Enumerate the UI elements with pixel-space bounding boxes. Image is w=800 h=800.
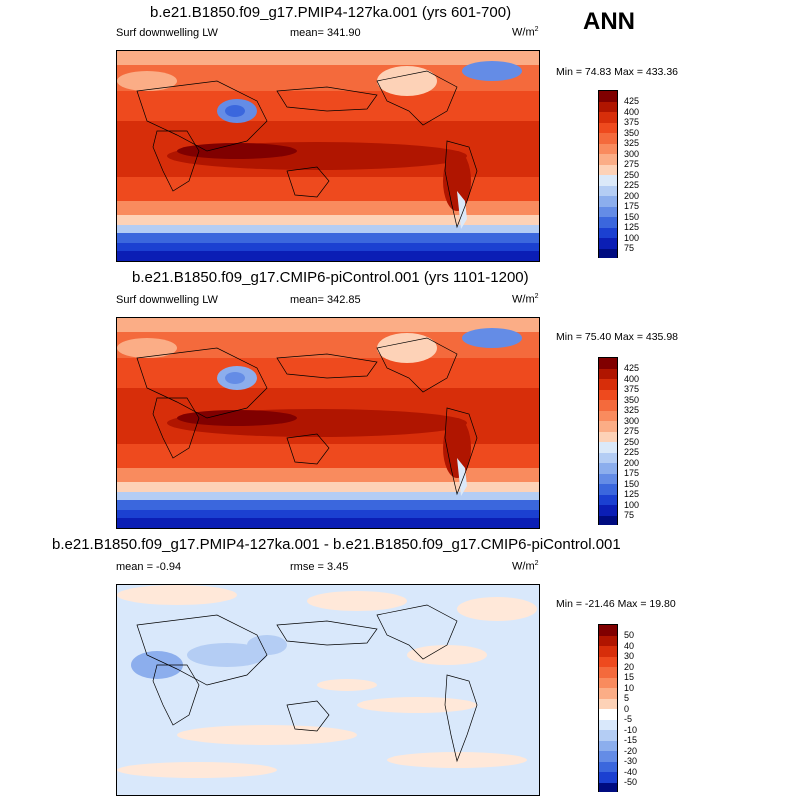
panel-3-rmse-label: rmse = 3.45 xyxy=(290,561,349,573)
colorbar-tick-label: -15 xyxy=(624,735,638,745)
colorbar-tick-label: 15 xyxy=(624,672,635,682)
colorbar-tick-label: 150 xyxy=(624,211,640,222)
panel-1-minmax: Min = 74.83 Max = 433.36 xyxy=(556,66,678,78)
colorbar-tick-label: 225 xyxy=(624,447,640,457)
colorbar-tick-label: 150 xyxy=(624,478,640,489)
panel-2-title: b.e21.B1850.f09_g17.CMIP6-piControl.001 … xyxy=(132,269,529,286)
panel-3-title: b.e21.B1850.f09_g17.PMIP4-127ka.001 - b.… xyxy=(52,536,621,553)
panel-3-colorbar xyxy=(598,624,618,792)
panel-2-colorbar xyxy=(598,357,618,525)
panel-2-minmax: Min = 75.40 Max = 435.98 xyxy=(556,331,678,343)
panel-1-map xyxy=(116,50,540,262)
colorbar-tick-label: 400 xyxy=(624,106,640,117)
panel-3-units: W/m2 xyxy=(512,560,539,573)
colorbar-tick-label: 175 xyxy=(624,468,640,478)
colorbar-tick-label: 200 xyxy=(624,190,640,201)
colorbar-tick-label: 300 xyxy=(624,415,640,426)
colorbar-tick-label: -30 xyxy=(624,756,638,766)
colorbar-tick-label: 250 xyxy=(624,169,640,180)
panel-2-map xyxy=(116,317,540,529)
panel-3-map xyxy=(116,584,540,796)
colorbar-tick-label: 300 xyxy=(624,148,640,159)
panel-3-minmax: Min = -21.46 Max = 19.80 xyxy=(556,598,676,610)
colorbar-tick-label: 200 xyxy=(624,457,640,468)
colorbar-tick-label: 30 xyxy=(624,651,635,661)
panel-2-units: W/m2 xyxy=(512,293,539,306)
colorbar-tick-label: -20 xyxy=(624,745,638,756)
colorbar-tick-label: -5 xyxy=(624,714,633,724)
colorbar-tick-label: 375 xyxy=(624,384,640,394)
panel-1-variable-label: Surf downwelling LW xyxy=(116,27,218,39)
panel-1-title: b.e21.B1850.f09_g17.PMIP4-127ka.001 (yrs… xyxy=(150,4,512,21)
colorbar-tick-label: 0 xyxy=(624,703,630,714)
colorbar-tick-label: 350 xyxy=(624,394,640,405)
colorbar-tick-label: 175 xyxy=(624,201,640,211)
colorbar-tick-label: 375 xyxy=(624,117,640,127)
colorbar-tick-label: 225 xyxy=(624,180,640,190)
colorbar-tick-label: 275 xyxy=(624,426,640,436)
colorbar-tick-label: 10 xyxy=(624,682,635,693)
colorbar-tick-label: 400 xyxy=(624,373,640,384)
colorbar-tick-label: 100 xyxy=(624,499,640,510)
colorbar-tick-label: 325 xyxy=(624,405,640,415)
panel-1-mean-label: mean= 341.90 xyxy=(290,27,361,39)
colorbar-tick-label: 125 xyxy=(624,222,640,232)
colorbar-tick-label: 250 xyxy=(624,436,640,447)
colorbar-tick-label: -50 xyxy=(624,777,638,787)
colorbar-tick-label: 75 xyxy=(624,510,635,520)
panel-2-variable-label: Surf downwelling LW xyxy=(116,294,218,306)
season-label: ANN xyxy=(583,8,635,35)
colorbar-tick-label: 350 xyxy=(624,127,640,138)
colorbar-tick-label: 100 xyxy=(624,232,640,243)
colorbar-tick-label: 425 xyxy=(624,96,640,106)
colorbar-tick-label: 40 xyxy=(624,640,635,651)
colorbar-tick-label: 50 xyxy=(624,630,635,640)
panel-1-colorbar xyxy=(598,90,618,258)
colorbar-tick-label: 5 xyxy=(624,693,630,703)
panel-1-units: W/m2 xyxy=(512,26,539,39)
colorbar-tick-label: -10 xyxy=(624,724,638,735)
colorbar-tick-label: -40 xyxy=(624,766,638,777)
colorbar-tick-label: 275 xyxy=(624,159,640,169)
colorbar-tick-label: 425 xyxy=(624,363,640,373)
colorbar-tick-label: 325 xyxy=(624,138,640,148)
panel-2-mean-label: mean= 342.85 xyxy=(290,294,361,306)
colorbar-tick-label: 20 xyxy=(624,661,635,672)
colorbar-tick-label: 125 xyxy=(624,489,640,499)
colorbar-tick-label: 75 xyxy=(624,243,635,253)
panel-3-mean-label: mean = -0.94 xyxy=(116,561,182,573)
